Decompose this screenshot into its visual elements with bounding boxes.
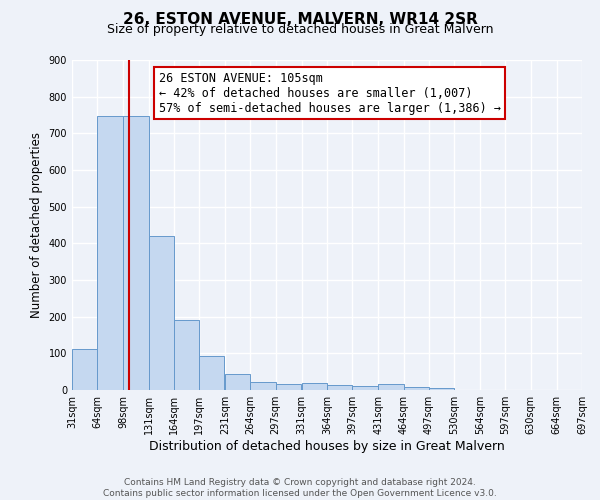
Bar [72,348,97,390]
X-axis label: Distribution of detached houses by size in Great Malvern: Distribution of detached houses by size … [149,440,505,453]
Bar [199,356,224,390]
Text: 26 ESTON AVENUE: 105sqm
← 42% of detached houses are smaller (1,007)
57% of semi: 26 ESTON AVENUE: 105sqm ← 42% of detache… [158,72,500,114]
Bar [250,382,275,390]
Bar [124,116,149,390]
Bar [97,116,122,390]
Bar [275,384,301,390]
Bar [225,374,250,390]
Text: 26, ESTON AVENUE, MALVERN, WR14 2SR: 26, ESTON AVENUE, MALVERN, WR14 2SR [122,12,478,28]
Y-axis label: Number of detached properties: Number of detached properties [30,132,43,318]
Bar [302,384,327,390]
Bar [352,386,377,390]
Bar [429,388,454,390]
Bar [174,320,199,390]
Bar [404,387,429,390]
Bar [379,384,404,390]
Text: Contains HM Land Registry data © Crown copyright and database right 2024.
Contai: Contains HM Land Registry data © Crown c… [103,478,497,498]
Text: Size of property relative to detached houses in Great Malvern: Size of property relative to detached ho… [107,22,493,36]
Bar [149,236,174,390]
Bar [327,385,352,390]
